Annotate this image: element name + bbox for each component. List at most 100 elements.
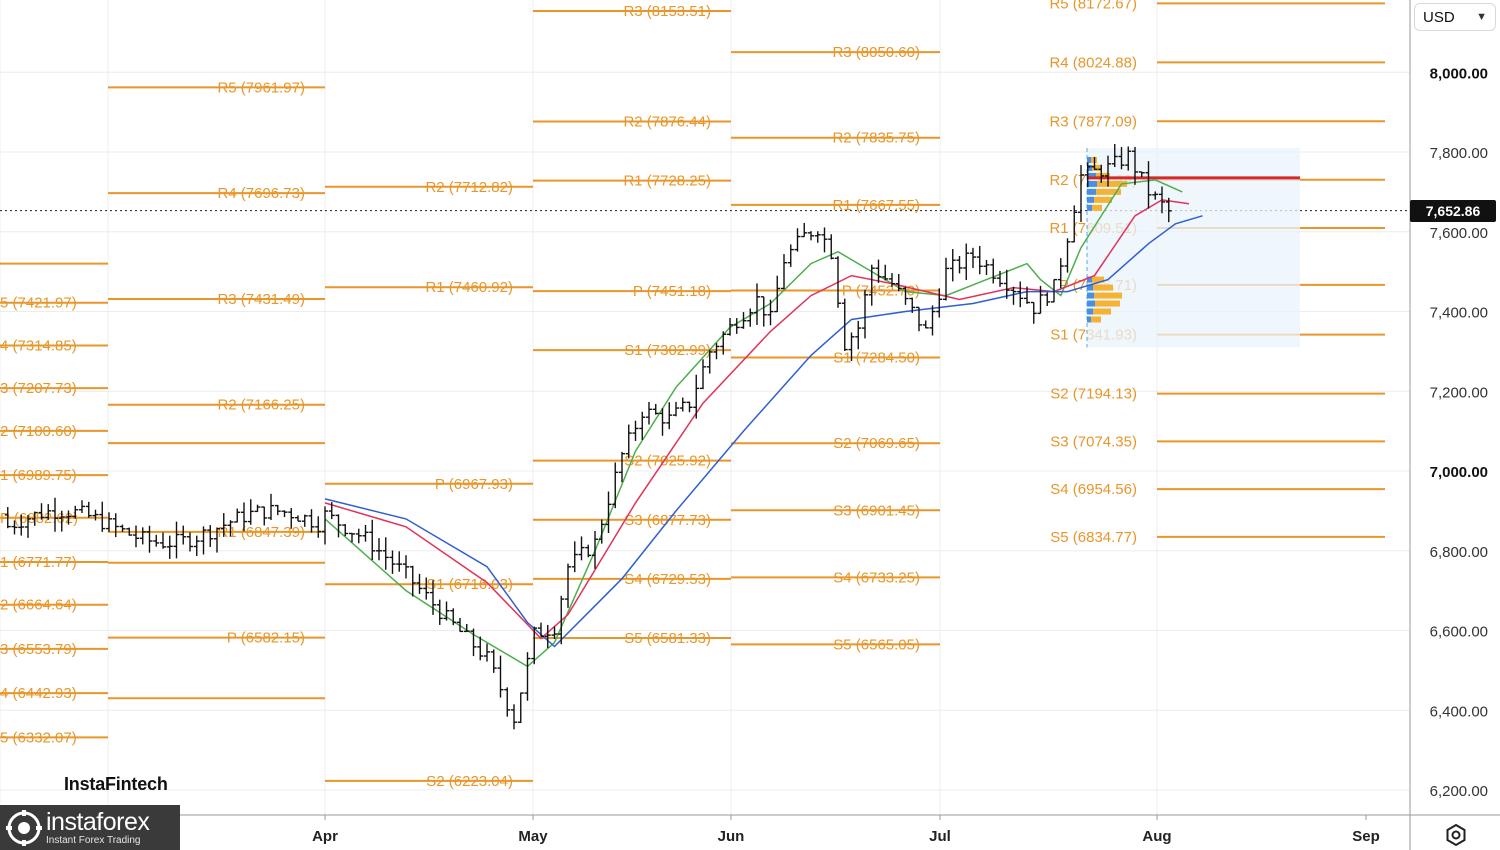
ohlc-bar — [976, 245, 983, 275]
y-tick-label: 7,400.00 — [1430, 305, 1488, 322]
x-tick-label: Sep — [1352, 828, 1380, 845]
profile-bar-buy — [1087, 308, 1093, 315]
pivot-level-label: R3 (8153.51) — [623, 3, 711, 20]
ohlc-bar — [65, 510, 72, 525]
ohlc-bar — [673, 401, 679, 417]
ohlc-bar — [929, 305, 936, 336]
profile-bar-sell — [1096, 188, 1121, 195]
y-tick-label: 7,800.00 — [1430, 145, 1488, 162]
ohlc-bar — [544, 624, 551, 649]
profile-bar-buy — [1087, 292, 1094, 299]
currency-select[interactable]: USD ▼ — [1414, 3, 1496, 31]
pivot-level-label: S2 (7069.65) — [833, 435, 920, 452]
ohlc-bar — [882, 264, 889, 281]
ohlc-bar — [909, 297, 916, 313]
ohlc-bar — [740, 312, 747, 329]
instaforex-logo[interactable]: instaforex Instant Forex Trading — [0, 805, 180, 850]
pivot-level-label: S2 (7025.92) — [624, 453, 711, 470]
ohlc-bar — [139, 527, 146, 545]
ohlc-bar — [227, 520, 234, 537]
ohlc-bar — [747, 308, 754, 327]
ohlc-bar — [821, 227, 828, 253]
pivot-level-label: S1 (7284.50) — [833, 350, 920, 367]
y-tick-label: 8,000.00 — [1430, 65, 1488, 82]
ohlc-bar — [1017, 281, 1024, 308]
profile-bar-buy — [1087, 156, 1091, 163]
profile-bar-buy — [1087, 300, 1095, 307]
ohlc-bar — [4, 507, 11, 529]
ohlc-bar — [781, 254, 787, 290]
ohlc-bar — [160, 532, 166, 549]
ohlc-bar — [389, 550, 396, 574]
ohlc-bar — [382, 537, 389, 570]
ohlc-bar — [1091, 156, 1098, 170]
pivot-level-label: R3 (7877.09) — [1049, 113, 1137, 130]
ohlc-bar — [281, 510, 288, 518]
ohlc-bar — [916, 306, 922, 332]
pivot-level-label: S4 (6733.25) — [833, 569, 920, 586]
ohlc-bar — [1138, 171, 1145, 178]
ohlc-bar — [1010, 286, 1017, 305]
ohlc-bar — [1098, 164, 1105, 183]
ohlc-bar — [1030, 301, 1037, 324]
ohlc-bar — [565, 563, 571, 608]
ohlc-bar — [902, 286, 909, 305]
ohlc-bar — [1165, 197, 1172, 223]
pivot-level-label: S1 (7302.99) — [624, 342, 711, 359]
ohlc-bar — [1105, 155, 1111, 187]
ohlc-bar — [1044, 292, 1051, 307]
logo-icon — [6, 809, 42, 846]
ohlc-bar — [1057, 258, 1064, 289]
moving-average-line — [324, 179, 1183, 668]
profile-bar-buy — [1087, 196, 1094, 203]
ohlc-bar — [58, 510, 65, 532]
ohlc-bar — [713, 343, 720, 360]
ohlc-bar — [1159, 186, 1165, 214]
ohlc-bar — [578, 536, 585, 561]
ohlc-bar — [18, 514, 25, 536]
ohlc-bar — [99, 501, 106, 532]
pivot-level-label: S5 (6581.33) — [624, 630, 711, 647]
ohlc-bar — [619, 451, 625, 483]
ohlc-bar — [598, 519, 605, 544]
ohlc-bar — [463, 623, 470, 633]
pivot-level-label: R3 (7431.49) — [217, 291, 305, 308]
ohlc-bar — [963, 243, 970, 281]
ohlc-bar — [612, 462, 619, 509]
pivot-level-label: 5 (6332.07) — [0, 729, 77, 746]
pivot-level-label: S2 (6223.04) — [426, 773, 513, 790]
pivot-level-label: P (6582.15) — [227, 630, 305, 647]
ohlc-bar — [153, 534, 160, 547]
pivot-level-label: S3 (7074.35) — [1050, 433, 1137, 450]
ohlc-bar — [693, 374, 700, 419]
ohlc-bar — [889, 273, 895, 287]
ohlc-bar — [666, 402, 673, 430]
profile-bar-sell — [1093, 308, 1111, 315]
ohlc-bar — [416, 573, 423, 594]
ohlc-bar — [328, 502, 335, 520]
pivot-level-label: S2 (7194.13) — [1050, 386, 1137, 403]
last-price-label: 7,652.86 — [1410, 200, 1496, 222]
profile-bar-sell — [1094, 196, 1112, 203]
ohlc-bar — [450, 608, 457, 626]
pivot-level-label: 2 (6664.64) — [0, 597, 77, 614]
ohlc-bar — [11, 520, 18, 535]
ohlc-bar — [315, 516, 322, 538]
ohlc-bar — [1118, 147, 1125, 170]
moving-averages — [324, 179, 1203, 668]
pivot-level-label: 2 (7100.60) — [0, 423, 77, 440]
ohlc-bar — [369, 519, 376, 561]
profile-bar-sell — [1097, 180, 1127, 187]
volume-profile — [1086, 148, 1300, 348]
ohlc-bar — [868, 264, 875, 306]
x-tick-label: Aug — [1142, 828, 1171, 845]
ohlc-bar — [970, 247, 976, 269]
ohlc-bar — [376, 538, 382, 561]
ohlc-bar — [814, 231, 821, 243]
settings-icon[interactable] — [1444, 823, 1468, 847]
profile-bar-sell — [1093, 284, 1113, 291]
pivot-level-label: S3 (6901.45) — [833, 502, 920, 519]
pivot-level-label: R2 (7166.25) — [217, 397, 305, 414]
y-tick-label: 7,600.00 — [1430, 225, 1488, 242]
